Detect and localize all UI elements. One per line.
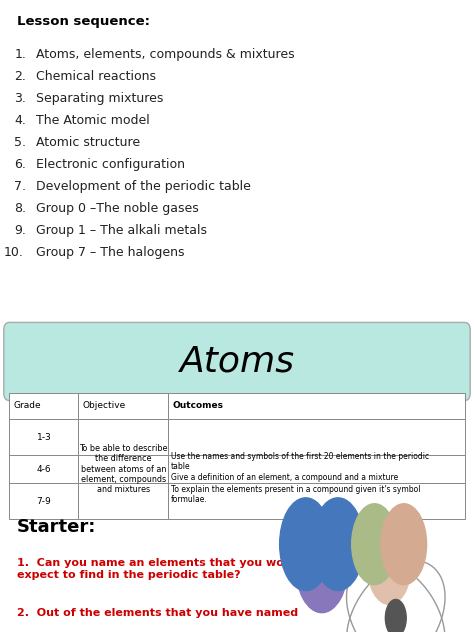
Text: Use the names and symbols of the first 20 elements in the periodic
table
Give a : Use the names and symbols of the first 2… bbox=[171, 452, 429, 482]
Ellipse shape bbox=[280, 498, 332, 590]
Text: 10.: 10. bbox=[4, 246, 24, 259]
Ellipse shape bbox=[352, 504, 397, 585]
Text: 5.: 5. bbox=[14, 136, 26, 149]
FancyBboxPatch shape bbox=[78, 483, 168, 519]
Text: Group 1 – The alkali metals: Group 1 – The alkali metals bbox=[36, 224, 207, 237]
Text: 1.: 1. bbox=[14, 48, 26, 61]
FancyBboxPatch shape bbox=[78, 419, 168, 455]
FancyBboxPatch shape bbox=[168, 393, 465, 419]
FancyBboxPatch shape bbox=[78, 455, 168, 483]
Text: Starter:: Starter: bbox=[17, 518, 96, 536]
Text: Atoms, elements, compounds & mixtures: Atoms, elements, compounds & mixtures bbox=[36, 48, 294, 61]
Text: To be able to describe
the difference
between atoms of an
element, compounds
and: To be able to describe the difference be… bbox=[79, 444, 167, 494]
FancyBboxPatch shape bbox=[9, 483, 78, 519]
Text: Lesson sequence:: Lesson sequence: bbox=[17, 15, 150, 28]
Text: 7.: 7. bbox=[14, 180, 26, 193]
FancyBboxPatch shape bbox=[4, 322, 470, 401]
Text: Group 7 – The halogens: Group 7 – The halogens bbox=[36, 246, 184, 259]
Text: Outcomes: Outcomes bbox=[172, 401, 223, 411]
FancyBboxPatch shape bbox=[9, 393, 78, 419]
Text: Chemical reactions: Chemical reactions bbox=[36, 70, 155, 83]
Text: Electronic configuration: Electronic configuration bbox=[36, 158, 184, 171]
Text: 2.: 2. bbox=[14, 70, 26, 83]
Text: Separating mixtures: Separating mixtures bbox=[36, 92, 163, 105]
Text: 6.: 6. bbox=[14, 158, 26, 171]
Ellipse shape bbox=[385, 600, 406, 632]
Text: 3.: 3. bbox=[14, 92, 26, 105]
Ellipse shape bbox=[367, 527, 411, 604]
Text: To explain the elements present in a compound given it's symbol
formulae.: To explain the elements present in a com… bbox=[171, 485, 420, 504]
Text: 4.: 4. bbox=[14, 114, 26, 127]
FancyBboxPatch shape bbox=[9, 419, 78, 455]
Text: 1.  Can you name an elements that you would
expect to find in the periodic table: 1. Can you name an elements that you wou… bbox=[17, 558, 303, 580]
FancyBboxPatch shape bbox=[168, 483, 465, 519]
Text: Group 0 –The noble gases: Group 0 –The noble gases bbox=[36, 202, 198, 215]
Text: Atoms: Atoms bbox=[180, 344, 294, 379]
Text: The Atomic model: The Atomic model bbox=[36, 114, 149, 127]
Text: 1-3: 1-3 bbox=[36, 432, 51, 442]
Text: 4-6: 4-6 bbox=[36, 465, 51, 473]
Ellipse shape bbox=[381, 504, 427, 585]
Text: 8.: 8. bbox=[14, 202, 26, 215]
Ellipse shape bbox=[296, 520, 348, 612]
Text: 9.: 9. bbox=[14, 224, 26, 237]
FancyBboxPatch shape bbox=[168, 419, 465, 455]
FancyBboxPatch shape bbox=[78, 393, 168, 419]
Text: Development of the periodic table: Development of the periodic table bbox=[36, 180, 250, 193]
Text: 7-9: 7-9 bbox=[36, 497, 51, 506]
Text: 2.  Out of the elements that you have named: 2. Out of the elements that you have nam… bbox=[17, 608, 298, 618]
FancyBboxPatch shape bbox=[9, 455, 78, 483]
Text: Atomic structure: Atomic structure bbox=[36, 136, 140, 149]
Text: Objective: Objective bbox=[82, 401, 125, 411]
FancyBboxPatch shape bbox=[168, 455, 465, 483]
Text: Grade: Grade bbox=[13, 401, 41, 411]
Ellipse shape bbox=[312, 498, 364, 590]
